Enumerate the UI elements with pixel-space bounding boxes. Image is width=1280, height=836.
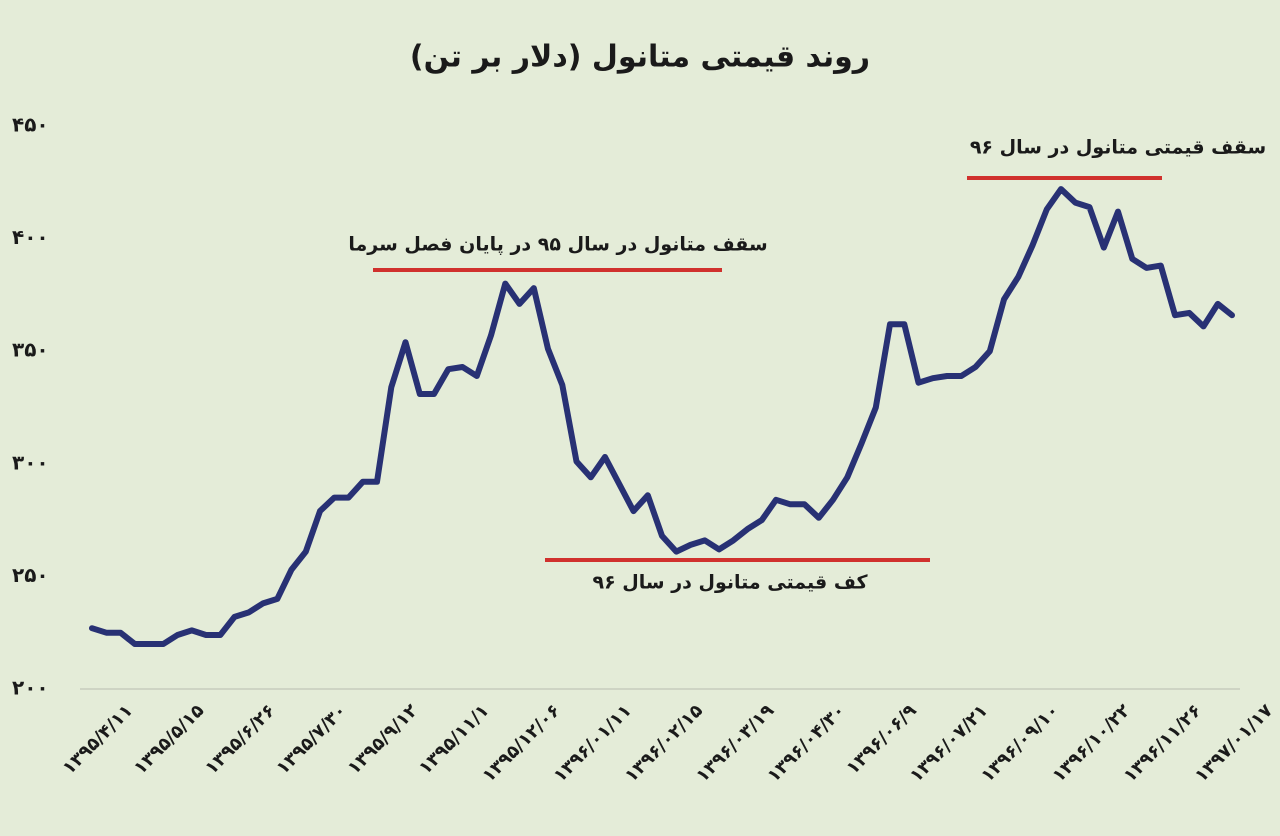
- y-tick-label: ۲۰۰: [12, 676, 49, 700]
- annotation: سقف متانول در سال ۹۵ در پایان فصل سرما: [348, 234, 767, 256]
- y-tick-label: ۴۰۰: [12, 225, 49, 249]
- annotation: سقف قیمتی متانول در سال ۹۶: [970, 137, 1266, 159]
- y-tick-label: ۲۵۰: [12, 563, 49, 587]
- chart-title: روند قیمتی متانول (دلار بر تن): [410, 40, 870, 75]
- y-tick-label: ۳۰۰: [12, 450, 49, 474]
- annotation: کف قیمتی متانول در سال ۹۶: [592, 572, 868, 594]
- y-tick-label: ۴۵۰: [12, 113, 49, 137]
- price-line: [89, 186, 1235, 647]
- y-tick-label: ۳۵۰: [12, 338, 49, 362]
